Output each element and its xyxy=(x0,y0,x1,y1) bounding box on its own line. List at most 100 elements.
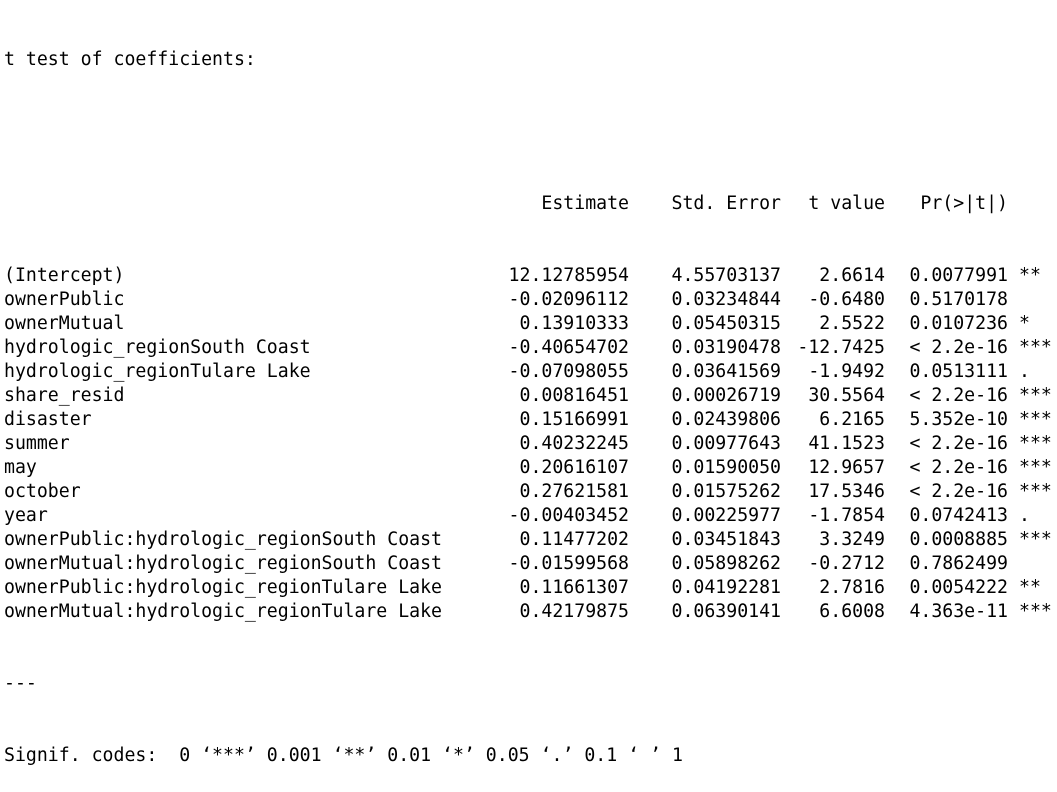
table-row: ownerPublic:hydrologic_regionSouth Coast… xyxy=(4,528,1057,552)
coef-t-value: 2.7816 xyxy=(819,577,885,598)
coef-signif-stars: ** xyxy=(1019,577,1041,598)
coef-name: hydrologic_regionSouth Coast xyxy=(4,337,311,358)
coef-signif-stars: * xyxy=(1019,313,1030,334)
coef-t-value: -1.7854 xyxy=(808,505,885,526)
coef-t-value: -12.7425 xyxy=(797,337,885,358)
coef-estimate: -0.40654702 xyxy=(508,337,629,358)
coef-name: ownerMutual xyxy=(4,313,125,334)
coef-std-error: 0.04192281 xyxy=(671,577,782,598)
coef-name: (Intercept) xyxy=(4,265,125,286)
table-row: summer 0.40232245 0.00977643 41.1523 < 2.2e-… xyxy=(4,432,1057,456)
blank-line xyxy=(4,120,1057,144)
coef-estimate: 0.15166991 xyxy=(519,409,630,430)
coef-estimate: 0.11477202 xyxy=(519,529,630,550)
coef-p-value: 4.363e-11 xyxy=(909,601,1008,622)
coef-name: summer xyxy=(4,433,70,454)
coef-name: hydrologic_regionTulare Lake xyxy=(4,361,311,382)
coef-t-value: -0.2712 xyxy=(808,553,885,574)
coef-std-error: 0.01590050 xyxy=(671,457,782,478)
coef-estimate: 0.00816451 xyxy=(519,385,630,406)
coef-std-error: 0.00225977 xyxy=(671,505,782,526)
coef-p-value: 0.0077991 xyxy=(909,265,1008,286)
table-row: hydrologic_regionSouth Coast -0.40654702 0… xyxy=(4,336,1057,360)
coef-estimate: 0.20616107 xyxy=(519,457,630,478)
table-row: year -0.00403452 0.00225977 -1.7854 0.074241… xyxy=(4,504,1057,528)
coef-std-error: 0.02439806 xyxy=(671,409,782,430)
table-row: ownerMutual 0.13910333 0.05450315 2.5522 0.0… xyxy=(4,312,1057,336)
coef-estimate: -0.02096112 xyxy=(508,289,629,310)
coef-signif-stars: ** xyxy=(1019,265,1041,286)
coef-std-error: 0.06390141 xyxy=(671,601,782,622)
coef-p-value: 0.7862499 xyxy=(909,553,1008,574)
coef-estimate: 0.27621581 xyxy=(519,481,630,502)
coef-signif-stars: *** xyxy=(1019,385,1052,406)
table-header: Estimate Std. Error t value Pr(>|t|) xyxy=(4,192,1057,216)
table-row: ownerPublic -0.02096112 0.03234844 -0.6480 0… xyxy=(4,288,1057,312)
coef-t-value: 3.3249 xyxy=(819,529,885,550)
coef-t-value: 41.1523 xyxy=(808,433,885,454)
coef-signif-stars: *** xyxy=(1019,601,1052,622)
coef-signif-stars: *** xyxy=(1019,457,1052,478)
coef-name: ownerPublic xyxy=(4,289,125,310)
separator-line: --- xyxy=(4,673,37,694)
coef-std-error: 0.03451843 xyxy=(671,529,782,550)
coef-p-value: < 2.2e-16 xyxy=(909,433,1008,454)
coef-estimate: 0.42179875 xyxy=(519,601,630,622)
coef-name: ownerMutual:hydrologic_regionTulare Lake xyxy=(4,601,442,622)
coef-name: ownerMutual:hydrologic_regionSouth Coast xyxy=(4,553,442,574)
coef-signif-stars: . xyxy=(1019,361,1030,382)
coef-name: ownerPublic:hydrologic_regionTulare Lake xyxy=(4,577,442,598)
coef-name: october xyxy=(4,481,81,502)
coef-t-value: 30.5564 xyxy=(808,385,885,406)
coef-p-value: < 2.2e-16 xyxy=(909,337,1008,358)
coef-signif-stars: *** xyxy=(1019,409,1052,430)
coef-std-error: 0.03234844 xyxy=(671,289,782,310)
coef-signif-stars: *** xyxy=(1019,337,1052,358)
coef-signif-stars: . xyxy=(1019,505,1030,526)
coef-signif-stars: *** xyxy=(1019,529,1052,550)
table-row: ownerMutual:hydrologic_regionSouth Coast… xyxy=(4,552,1057,576)
header-name-spacer xyxy=(4,192,488,216)
coef-name: ownerPublic:hydrologic_regionSouth Coast xyxy=(4,529,442,550)
coefficient-rows: (Intercept) 12.12785954 4.55703137 2.6614 0.… xyxy=(4,264,1057,624)
coef-estimate: -0.07098055 xyxy=(508,361,629,382)
coef-signif-stars xyxy=(1008,552,1019,576)
coef-std-error: 0.05450315 xyxy=(671,313,782,334)
coef-t-value: -1.9492 xyxy=(808,361,885,382)
coef-std-error: 0.05898262 xyxy=(671,553,782,574)
signif-codes: Signif. codes: 0 ‘***’ 0.001 ‘**’ 0.01 ‘… xyxy=(4,745,683,766)
table-row: (Intercept) 12.12785954 4.55703137 2.6614 0.… xyxy=(4,264,1057,288)
coef-std-error: 0.00977643 xyxy=(671,433,782,454)
coef-name: share_resid xyxy=(4,385,125,406)
coef-p-value: < 2.2e-16 xyxy=(909,457,1008,478)
table-row: ownerPublic:hydrologic_regionTulare Lake… xyxy=(4,576,1057,600)
coef-t-value: 12.9657 xyxy=(808,457,885,478)
coef-std-error: 4.55703137 xyxy=(671,265,782,286)
table-row: hydrologic_regionTulare Lake -0.07098055 0… xyxy=(4,360,1057,384)
coef-t-value: 17.5346 xyxy=(808,481,885,502)
table-row: ownerMutual:hydrologic_regionTulare Lake… xyxy=(4,600,1057,624)
header-p-value: Pr(>|t|) xyxy=(920,193,1008,214)
coef-t-value: 6.6008 xyxy=(819,601,885,622)
coef-signif-stars: *** xyxy=(1019,433,1052,454)
coef-t-value: -0.6480 xyxy=(808,289,885,310)
header-std-error: Std. Error xyxy=(671,193,782,214)
table-row: october 0.27621581 0.01575262 17.5346 < 2.2e… xyxy=(4,480,1057,504)
coef-name: year xyxy=(4,505,48,526)
header-estimate: Estimate xyxy=(541,193,629,214)
coef-signif-stars xyxy=(1008,288,1019,312)
coef-p-value: 0.0513111 xyxy=(909,361,1008,382)
coef-p-value: 0.0008885 xyxy=(909,529,1008,550)
coef-p-value: 0.5170178 xyxy=(909,289,1008,310)
coef-t-value: 2.5522 xyxy=(819,313,885,334)
coef-p-value: 0.0107236 xyxy=(909,313,1008,334)
coef-p-value: < 2.2e-16 xyxy=(909,385,1008,406)
coef-estimate: -0.00403452 xyxy=(508,505,629,526)
coef-name: disaster xyxy=(4,409,92,430)
table-row: disaster 0.15166991 0.02439806 6.2165 5.352e… xyxy=(4,408,1057,432)
coef-t-value: 2.6614 xyxy=(819,265,885,286)
coef-estimate: 0.40232245 xyxy=(519,433,630,454)
header-t-value: t value xyxy=(808,193,885,214)
output-title: t test of coefficients: xyxy=(4,49,256,70)
coef-std-error: 0.00026719 xyxy=(671,385,782,406)
